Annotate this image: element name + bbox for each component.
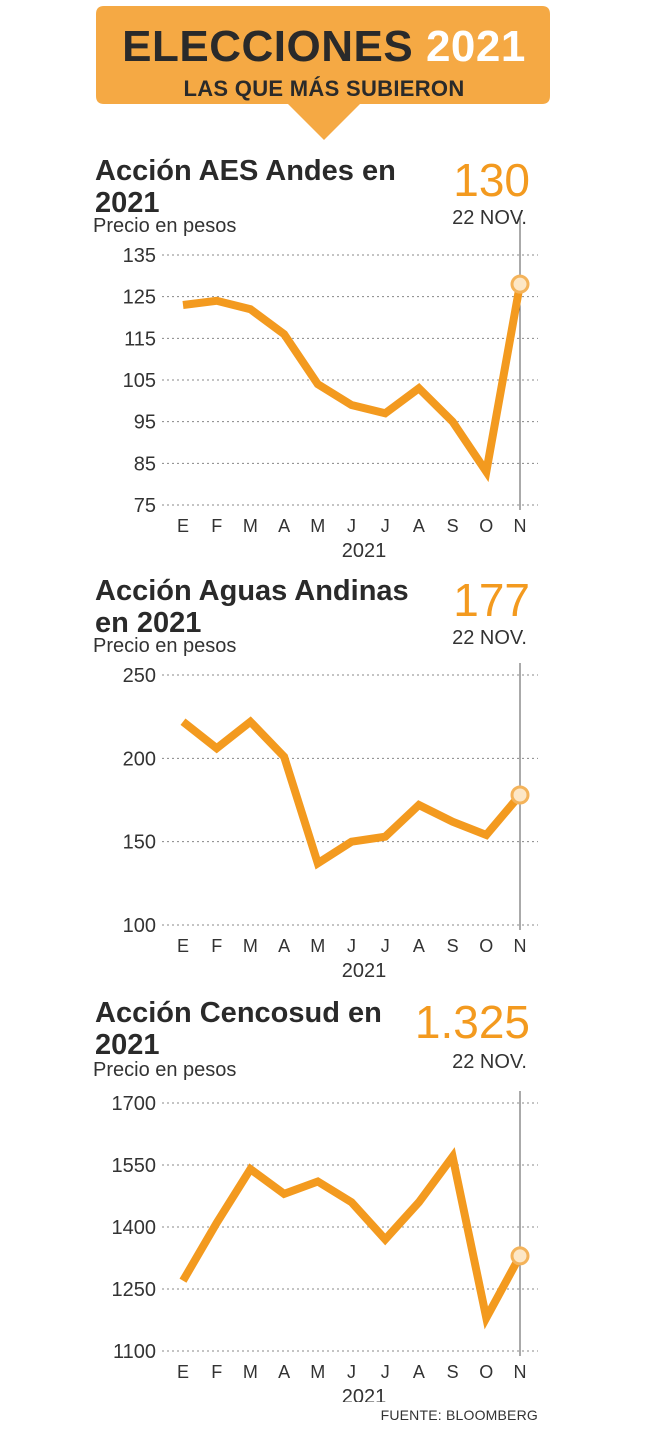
y-tick-label: 1550: [112, 1155, 157, 1177]
y-tick-label: 1400: [112, 1217, 157, 1239]
x-tick-label: A: [278, 1362, 290, 1382]
x-tick-label: J: [347, 1362, 356, 1382]
y-tick-label: 75: [134, 495, 156, 517]
x-tick-label: N: [514, 936, 527, 956]
y-tick-label: 115: [124, 328, 156, 350]
y-tick-label: 95: [134, 412, 156, 434]
current-date: 22 NOV.: [452, 207, 527, 229]
series-line: [180, 716, 524, 870]
x-axis-label: 2021: [342, 960, 387, 980]
current-value: 130: [453, 154, 530, 206]
x-tick-label: J: [347, 516, 356, 536]
highlight-point: [510, 274, 530, 294]
x-tick-label: J: [381, 1362, 390, 1382]
x-tick-label: F: [211, 516, 222, 536]
x-tick-label: A: [413, 516, 425, 536]
chart-panel-aes-andes: Acción AES Andes en 2021 Precio en pesos…: [0, 154, 648, 560]
current-date: 22 NOV.: [452, 627, 527, 649]
x-tick-label: A: [413, 936, 425, 956]
y-tick-label: 105: [123, 370, 156, 392]
x-tick-label: O: [479, 936, 493, 956]
chart-measure: Precio en pesos: [93, 1059, 237, 1081]
x-tick-label: M: [243, 936, 258, 956]
banner-shape: [96, 6, 550, 140]
x-tick-label: J: [347, 936, 356, 956]
banner-title: ELECCIONES 2021: [0, 22, 648, 72]
banner-subtitle: LAS QUE MÁS SUBIERON: [183, 76, 465, 101]
x-axis-label: 2021: [342, 540, 387, 560]
y-tick-label: 150: [123, 832, 156, 854]
y-tick-label: 85: [134, 453, 156, 475]
y-tick-label: 200: [123, 748, 156, 770]
x-tick-label: M: [310, 1362, 325, 1382]
x-tick-label: M: [310, 936, 325, 956]
x-tick-label: F: [211, 1362, 222, 1382]
banner-title-text: ELECCIONES: [122, 22, 414, 71]
x-tick-label: N: [514, 1362, 527, 1382]
x-tick-label: A: [278, 936, 290, 956]
header-banner: ELECCIONES 2021 LAS QUE MÁS SUBIERON: [0, 0, 648, 150]
chart-panel-aguas-andinas: Acción Aguas Andinas en 2021 Precio en p…: [0, 574, 648, 980]
chart-measure: Precio en pesos: [93, 635, 237, 657]
highlight-point: [510, 1246, 530, 1266]
x-tick-label: A: [278, 516, 290, 536]
y-tick-label: 250: [123, 665, 156, 687]
x-tick-label: O: [479, 1362, 493, 1382]
source-note: FUENTE: BLOOMBERG: [380, 1407, 538, 1423]
y-tick-label: 1100: [113, 1341, 156, 1363]
series-line: [179, 1147, 524, 1330]
y-tick-label: 125: [123, 287, 156, 309]
x-tick-label: M: [243, 1362, 258, 1382]
series-line: [182, 283, 524, 483]
current-date: 22 NOV.: [452, 1051, 527, 1073]
x-tick-label: J: [381, 516, 390, 536]
x-tick-label: S: [447, 1362, 459, 1382]
x-tick-label: N: [514, 516, 527, 536]
current-value: 177: [453, 574, 530, 626]
x-tick-label: M: [243, 516, 258, 536]
x-tick-label: O: [479, 516, 493, 536]
y-tick-label: 135: [123, 245, 156, 267]
chart-title: Acción AES Andes en 2021: [95, 155, 396, 219]
chart-title: Acción Aguas Andinas en 2021: [95, 575, 409, 639]
highlight-point: [510, 785, 530, 805]
x-tick-label: S: [447, 516, 459, 536]
chart-panel-cencosud: Acción Cencosud en 2021 Precio en pesos …: [0, 996, 648, 1402]
x-axis-label: 2021: [342, 1386, 387, 1402]
y-tick-label: 1250: [112, 1279, 157, 1301]
x-tick-label: E: [177, 516, 189, 536]
x-tick-label: S: [447, 936, 459, 956]
chart-title: Acción Cencosud en 2021: [95, 997, 382, 1061]
x-tick-label: E: [177, 1362, 189, 1382]
x-tick-label: M: [310, 516, 325, 536]
chart-measure: Precio en pesos: [93, 215, 237, 237]
y-tick-label: 100: [123, 915, 156, 937]
banner-title-year: 2021: [425, 22, 526, 71]
x-tick-label: E: [177, 936, 189, 956]
x-tick-label: F: [211, 936, 222, 956]
current-value: 1.325: [414, 996, 530, 1048]
y-tick-label: 1700: [112, 1093, 157, 1115]
x-tick-label: J: [381, 936, 390, 956]
x-tick-label: A: [413, 1362, 425, 1382]
